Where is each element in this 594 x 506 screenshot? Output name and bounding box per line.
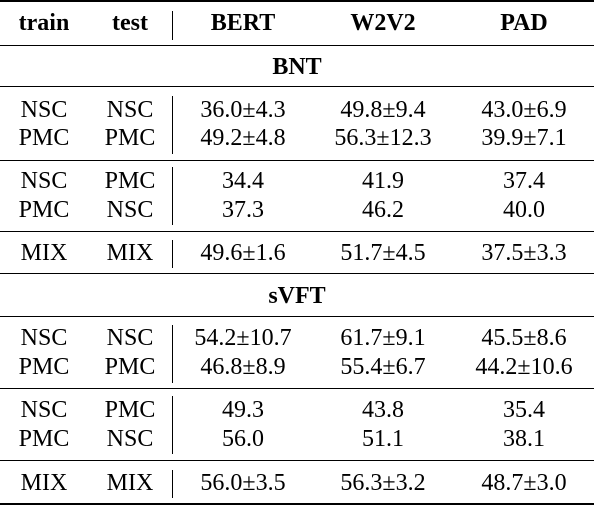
cell-w2v2: 51.1 [362,426,404,452]
header-test: test [112,10,148,36]
cell-test: PMC [104,397,156,423]
cell-train: MIX [20,470,68,496]
cell-test: NSC [106,426,154,452]
table-row: NSC PMC 34.4 41.9 37.4 [0,167,594,195]
cell-train: NSC [20,168,68,194]
cell-w2v2: 49.8±9.4 [340,97,426,123]
group-separator [172,325,173,383]
cell-bert: 56.0±3.5 [200,470,286,496]
cell-bert: 37.3 [222,197,264,223]
cell-pad: 37.4 [503,168,545,194]
cell-bert: 49.3 [222,397,264,423]
table-row: PMC NSC 56.0 51.1 38.1 [0,425,594,453]
cell-pad: 37.5±3.3 [481,240,567,266]
header-pad: PAD [500,10,548,36]
group-separator [172,167,173,225]
cell-bert: 34.4 [222,168,264,194]
cell-test: NSC [106,197,154,223]
cell-train: NSC [20,397,68,423]
cell-w2v2: 56.3±3.2 [340,470,426,496]
cell-bert: 49.6±1.6 [200,240,286,266]
cell-bert: 36.0±4.3 [200,97,286,123]
header-w2v2: W2V2 [350,10,416,36]
table-row: PMC PMC 49.2±4.8 56.3±12.3 39.9±7.1 [0,124,594,152]
cell-train: PMC [18,197,70,223]
table-row: PMC PMC 46.8±8.9 55.4±6.7 44.2±10.6 [0,353,594,381]
top-rule [0,0,594,2]
cell-test: PMC [104,354,156,380]
group-rule [0,231,594,232]
section-title-bnt: BNT [272,54,322,80]
cell-pad: 48.7±3.0 [481,470,567,496]
cell-train: NSC [20,97,68,123]
cell-pad: 35.4 [503,397,545,423]
cell-test: NSC [106,97,154,123]
cell-bert: 56.0 [222,426,264,452]
cell-train: PMC [18,426,70,452]
cell-train: NSC [20,325,68,351]
table-row: PMC NSC 37.3 46.2 40.0 [0,196,594,224]
cell-bert: 49.2±4.8 [200,125,286,151]
table-row: MIX MIX 56.0±3.5 56.3±3.2 48.7±3.0 [0,469,594,497]
group-separator [172,396,173,454]
cell-pad: 44.2±10.6 [475,354,573,380]
cell-pad: 45.5±8.6 [481,325,567,351]
group-separator [172,240,173,268]
cell-bert: 54.2±10.7 [194,325,292,351]
section-title-svft: sVFT [268,283,326,309]
cell-test: MIX [106,470,154,496]
cell-w2v2: 56.3±12.3 [334,125,432,151]
cell-w2v2: 41.9 [362,168,404,194]
header-bert: BERT [210,10,276,36]
cell-pad: 43.0±6.9 [481,97,567,123]
cell-test: PMC [104,125,156,151]
group-separator [172,96,173,154]
header-train: train [18,10,70,36]
section-rule [0,86,594,87]
cell-bert: 46.8±8.9 [200,354,286,380]
cell-test: MIX [106,240,154,266]
group-separator [172,470,173,498]
cell-w2v2: 46.2 [362,197,404,223]
cell-w2v2: 55.4±6.7 [340,354,426,380]
section-rule [0,316,594,317]
table-row: NSC NSC 54.2±10.7 61.7±9.1 45.5±8.6 [0,324,594,352]
header-rule [0,45,594,46]
cell-train: MIX [20,240,68,266]
header-separator [172,11,173,40]
cell-train: PMC [18,354,70,380]
group-rule [0,460,594,461]
cell-w2v2: 43.8 [362,397,404,423]
cell-test: PMC [104,168,156,194]
cell-test: NSC [106,325,154,351]
cell-w2v2: 61.7±9.1 [340,325,426,351]
cell-pad: 39.9±7.1 [481,125,567,151]
section-end-rule [0,273,594,274]
table-row: NSC PMC 49.3 43.8 35.4 [0,396,594,424]
cell-pad: 40.0 [503,197,545,223]
cell-pad: 38.1 [503,426,545,452]
group-rule [0,160,594,161]
header-row: train test BERT W2V2 PAD [0,9,594,37]
cell-train: PMC [18,125,70,151]
cell-w2v2: 51.7±4.5 [340,240,426,266]
table-row: NSC NSC 36.0±4.3 49.8±9.4 43.0±6.9 [0,96,594,124]
bottom-rule [0,503,594,505]
table-row: MIX MIX 49.6±1.6 51.7±4.5 37.5±3.3 [0,239,594,267]
group-rule [0,388,594,389]
